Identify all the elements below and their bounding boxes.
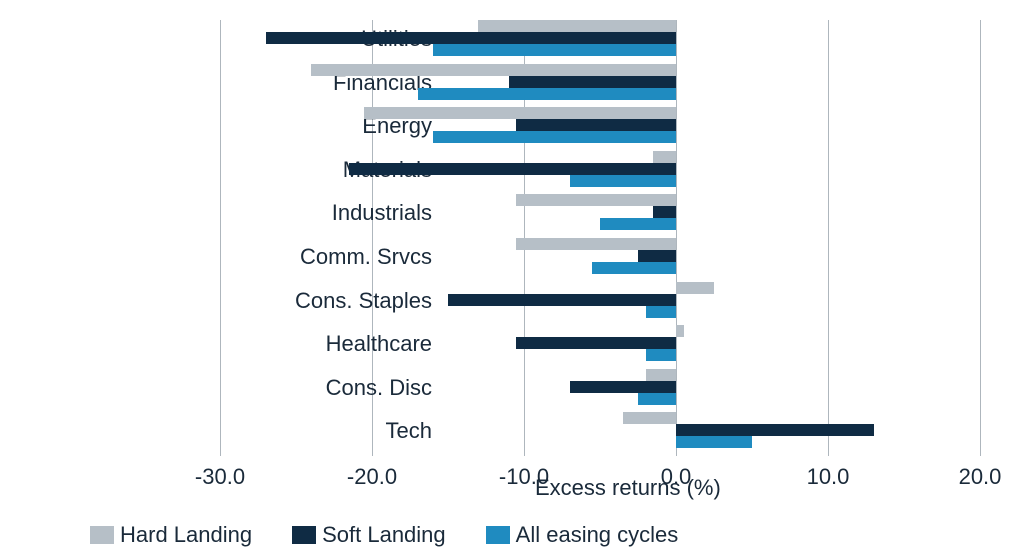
bar-all <box>570 175 676 187</box>
sector-excess-returns-chart: -30.0-20.0-10.00.010.020.0UtilitiesFinan… <box>0 0 1024 560</box>
legend-label-hard: Hard Landing <box>120 522 252 548</box>
x-tick-label: 20.0 <box>959 464 1002 490</box>
bar-all <box>600 218 676 230</box>
bar-hard <box>646 369 676 381</box>
grid-line <box>828 20 829 456</box>
category-label: Healthcare <box>326 331 432 357</box>
x-tick-label: -30.0 <box>195 464 245 490</box>
legend-swatch-hard <box>90 526 114 544</box>
category-label: Industrials <box>332 200 432 226</box>
grid-line <box>676 20 677 456</box>
bar-hard <box>676 282 714 294</box>
bar-all <box>433 44 676 56</box>
bar-soft <box>516 119 676 131</box>
x-tick-label: 10.0 <box>807 464 850 490</box>
plot-area: -30.0-20.0-10.00.010.020.0UtilitiesFinan… <box>220 20 980 456</box>
bar-all <box>418 88 676 100</box>
bar-hard <box>478 20 676 32</box>
bar-hard <box>311 64 676 76</box>
bar-soft <box>349 163 676 175</box>
bar-hard <box>364 107 676 119</box>
bar-all <box>646 306 676 318</box>
x-tick-label: -20.0 <box>347 464 397 490</box>
legend-item-all-easing: All easing cycles <box>486 522 679 548</box>
bar-all <box>638 393 676 405</box>
bar-soft <box>570 381 676 393</box>
category-label: Cons. Disc <box>326 375 432 401</box>
legend-item-soft-landing: Soft Landing <box>292 522 446 548</box>
legend-item-hard-landing: Hard Landing <box>90 522 252 548</box>
category-label: Tech <box>386 418 432 444</box>
bar-all <box>433 131 676 143</box>
bar-hard <box>516 194 676 206</box>
legend-swatch-soft <box>292 526 316 544</box>
grid-line <box>980 20 981 456</box>
bar-hard <box>653 151 676 163</box>
bar-soft <box>509 76 676 88</box>
bar-all <box>676 436 752 448</box>
bar-hard <box>516 238 676 250</box>
bar-hard <box>623 412 676 424</box>
legend: Hard Landing Soft Landing All easing cyc… <box>90 522 678 548</box>
grid-line <box>220 20 221 456</box>
bar-all <box>646 349 676 361</box>
bar-hard <box>676 325 684 337</box>
bar-all <box>592 262 676 274</box>
legend-label-all: All easing cycles <box>516 522 679 548</box>
legend-label-soft: Soft Landing <box>322 522 446 548</box>
bar-soft <box>676 424 874 436</box>
legend-swatch-all <box>486 526 510 544</box>
bar-soft <box>516 337 676 349</box>
bar-soft <box>266 32 676 44</box>
category-label: Cons. Staples <box>295 288 432 314</box>
bar-soft <box>638 250 676 262</box>
x-axis-title: Excess returns (%) <box>535 475 721 501</box>
category-label: Comm. Srvcs <box>300 244 432 270</box>
bar-soft <box>448 294 676 306</box>
bar-soft <box>653 206 676 218</box>
